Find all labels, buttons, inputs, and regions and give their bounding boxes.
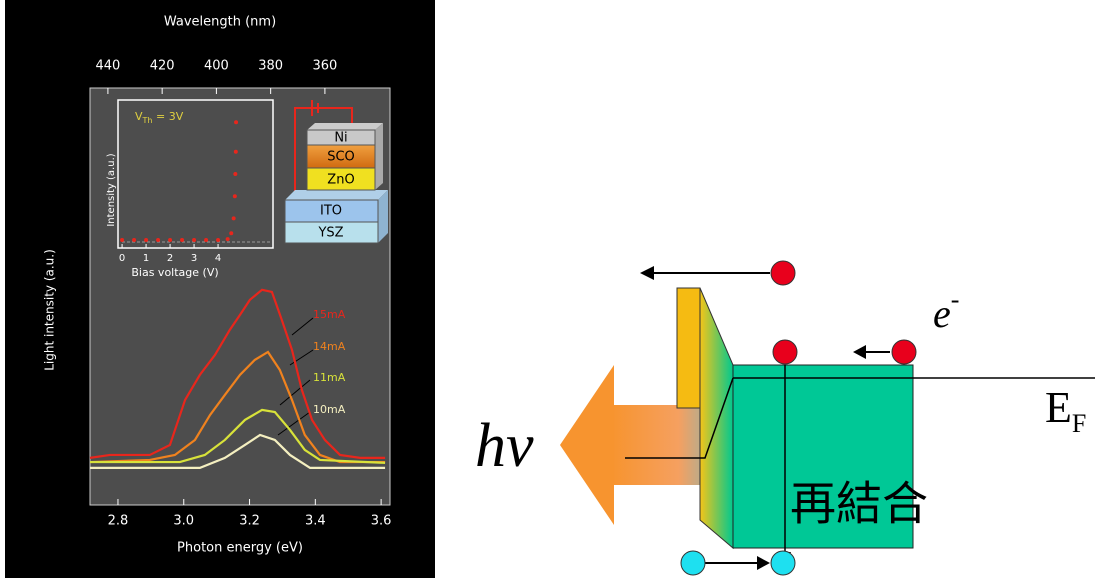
x2-tick-label: 380 [258, 59, 283, 74]
inset-x-tick-label: 4 [215, 253, 221, 264]
x-tick-label: 2.8 [108, 514, 129, 529]
layer-label: Ni [334, 131, 347, 146]
x-tick-label: 3.2 [239, 514, 260, 529]
fermi-sub: F [1072, 409, 1086, 438]
data-point [180, 238, 184, 242]
x-tick-label: 3.0 [173, 514, 194, 529]
top-axis-title: Wavelength (nm) [164, 15, 276, 30]
layer-label: SCO [327, 150, 355, 165]
x-tick-label: 3.6 [371, 514, 392, 529]
layer-label: ZnO [327, 173, 354, 188]
series-label: 10mA [313, 403, 346, 416]
series-label: 11mA [313, 371, 346, 384]
fermi-symbol: E [1045, 383, 1072, 432]
photon-label: hν [475, 412, 534, 480]
data-point [204, 238, 208, 242]
layer-label: YSZ [317, 226, 343, 241]
data-point [192, 238, 196, 242]
data-point [232, 216, 236, 220]
x-axis-title: Photon energy (eV) [177, 541, 303, 556]
data-point [226, 237, 230, 241]
data-point [216, 238, 220, 242]
layer-label: ITO [320, 204, 342, 219]
inset-y-title: Intensity (a.u.) [106, 153, 117, 226]
x-tick-label: 3.4 [305, 514, 326, 529]
annotation-part: = 3V [153, 110, 184, 123]
data-point [132, 238, 136, 242]
page: {"chart_data": [ {"type": "line", "title… [0, 0, 1120, 578]
inset-annotation: VTh = 3V [135, 110, 184, 125]
data-point [120, 238, 124, 242]
inset-x-tick-label: 3 [191, 253, 197, 264]
inset-x-tick-label: 1 [143, 253, 149, 264]
inset-x-title: Bias voltage (V) [131, 266, 218, 279]
figure: Wavelength (nm) Photon energy (eV) Light… [0, 0, 1120, 578]
recombination-label: 再結合 [790, 477, 928, 531]
x2-tick-label: 440 [95, 59, 120, 74]
electron-symbol: e [933, 291, 951, 336]
electron-label: e- [933, 285, 959, 336]
fermi-label: EF [1045, 383, 1086, 438]
data-point [233, 194, 237, 198]
series-label: 15mA [313, 308, 346, 321]
inset-x-tick-label: 0 [119, 253, 125, 264]
electron-sup: - [951, 285, 960, 314]
x2-tick-label: 420 [150, 59, 175, 74]
data-point [144, 238, 148, 242]
inset-x-tick-label: 2 [167, 253, 173, 264]
data-point [156, 238, 160, 242]
series-label: 14mA [313, 340, 346, 353]
data-point [229, 231, 233, 235]
x2-tick-label: 360 [312, 59, 337, 74]
annotation-sub: Th [142, 116, 153, 125]
data-point [234, 150, 238, 154]
data-point [233, 172, 237, 176]
y-axis-title: Light intensity (a.u.) [43, 249, 57, 371]
data-point [168, 238, 172, 242]
x2-tick-label: 400 [204, 59, 229, 74]
data-point [234, 120, 238, 124]
